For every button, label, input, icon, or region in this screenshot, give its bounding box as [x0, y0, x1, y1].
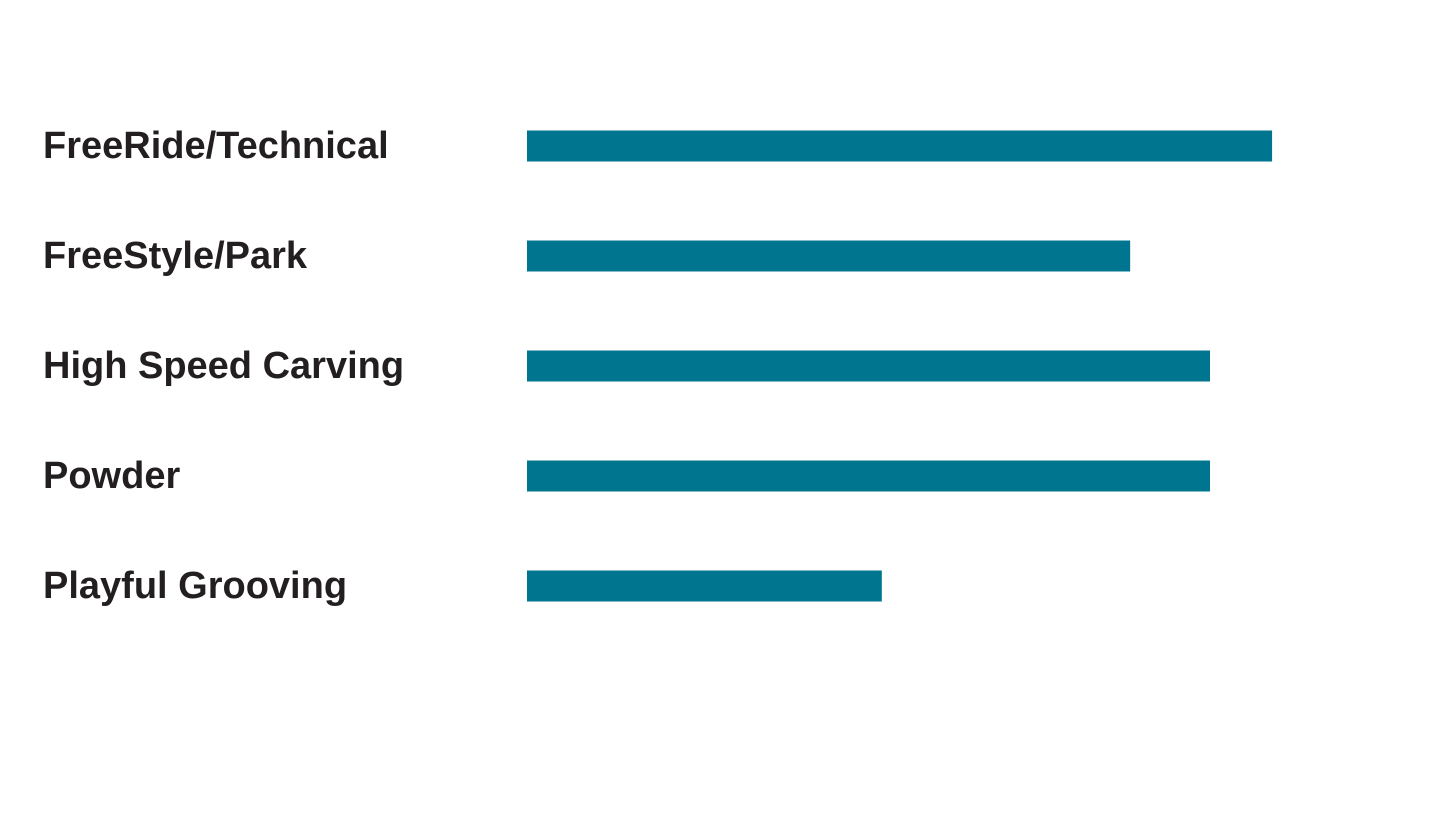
category-label: FreeStyle/Park — [43, 235, 308, 277]
bar — [527, 130, 1273, 162]
bar — [527, 240, 1131, 272]
bar — [527, 460, 1210, 492]
category-label: High Speed Carving — [43, 345, 404, 387]
category-label: FreeRide/Technical — [43, 125, 389, 167]
bar — [527, 350, 1210, 382]
category-label: Playful Grooving — [43, 565, 347, 607]
bar — [527, 570, 882, 602]
category-label: Powder — [43, 455, 180, 497]
